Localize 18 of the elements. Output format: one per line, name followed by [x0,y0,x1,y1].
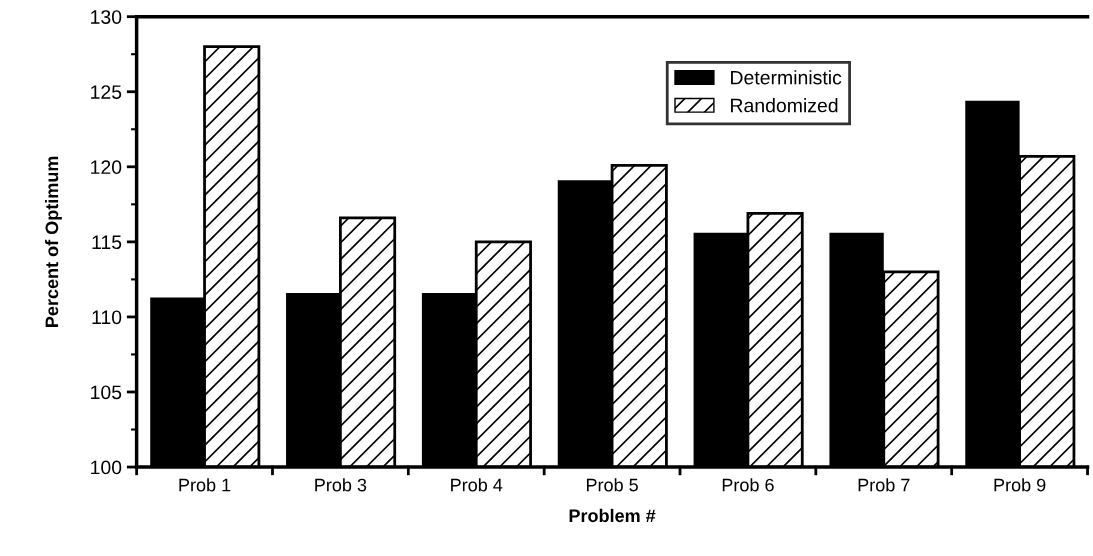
x-tick-label: Prob 5 [586,478,638,492]
x-tick-label: Prob 6 [722,478,774,492]
x-tick-label: Prob 4 [451,478,503,492]
y-tick-label: 105 [91,385,122,400]
y-tick-label: 110 [92,310,122,325]
legend-label: Deterministic [731,70,842,85]
x-tick-label: Prob 1 [179,478,231,492]
y-tick-label: 120 [91,160,122,175]
y-tick-label: 115 [92,235,122,250]
y-tick-label: 130 [91,10,122,24]
x-tick-label: Prob 7 [858,478,910,492]
y-tick-label: 125 [91,85,122,99]
y-axis-title: Percent of Optimum [44,156,62,327]
x-tick-label: Prob 9 [994,478,1046,492]
legend-label: Randomized [731,98,838,113]
x-tick-label: Prob 3 [315,478,367,492]
y-tick-label: 100 [91,460,122,475]
x-axis-title: Problem # [569,508,656,523]
